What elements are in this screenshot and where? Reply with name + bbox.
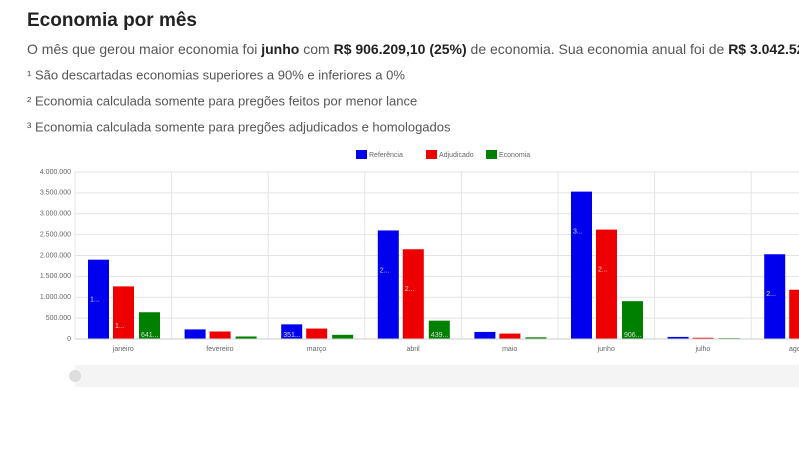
bar <box>377 230 399 339</box>
scrollbar-handle[interactable] <box>69 370 81 382</box>
legend-swatch <box>356 150 367 159</box>
legend-label: Adjudicado <box>439 152 474 159</box>
legend-swatch <box>486 150 497 159</box>
y-tick-label: 3.500.000 <box>40 190 71 197</box>
bar <box>571 191 592 339</box>
bar <box>474 331 496 339</box>
bar <box>596 229 617 339</box>
y-tick-label: 3.000.000 <box>40 211 71 218</box>
y-tick-label: 2.500.000 <box>40 231 71 238</box>
data-label: 2... <box>766 291 776 298</box>
y-tick-label: 0 <box>67 336 71 343</box>
bar <box>88 259 109 339</box>
bar <box>306 328 328 339</box>
y-tick-label: 500.000 <box>46 315 71 322</box>
data-label: 439... <box>431 332 449 339</box>
data-label: 906... <box>624 332 642 339</box>
bar <box>667 336 689 339</box>
data-label: 2... <box>380 267 390 274</box>
bar <box>692 337 714 339</box>
summary-annual: R$ 3.042.521,75 <box>728 41 799 57</box>
bar <box>499 333 521 339</box>
scrollbar-track[interactable] <box>75 365 799 387</box>
x-tick-label: janeiro <box>112 346 134 353</box>
bar <box>428 320 450 339</box>
note: ² Economia calculada somente para pregõe… <box>27 93 417 108</box>
y-tick-label: 4.000.000 <box>40 169 71 176</box>
bar <box>622 301 643 339</box>
x-tick-label: maio <box>502 346 517 353</box>
summary-month: junho <box>260 41 299 57</box>
page-title: Economia por mês <box>27 10 197 31</box>
x-tick-label: agosto <box>789 346 799 353</box>
y-tick-label: 2.000.000 <box>40 252 71 259</box>
bar <box>184 329 206 339</box>
bar <box>332 334 354 339</box>
x-tick-label: julho <box>695 346 711 353</box>
data-label: 1... <box>115 323 125 330</box>
summary-value: R$ 906.209,10 (25%) <box>334 41 467 57</box>
data-label: 2... <box>405 286 415 293</box>
data-label: 1... <box>90 297 100 304</box>
data-label: 641... <box>141 332 159 339</box>
x-tick-label: fevereiro <box>206 346 233 353</box>
data-label: 351... <box>283 332 301 339</box>
bar <box>235 336 257 339</box>
legend-label: Economia <box>499 152 530 159</box>
bar <box>281 324 303 339</box>
bar <box>113 286 134 339</box>
data-label: 3... <box>573 228 583 235</box>
summary-text: O mês que gerou maior economia foi <box>27 41 261 57</box>
legend-label: Referência <box>369 152 403 159</box>
summary-text: de economia. Sua economia anual foi de <box>467 41 729 57</box>
note: ³ Economia calculada somente para pregõe… <box>27 119 451 134</box>
bar <box>209 331 231 339</box>
bar <box>139 312 160 339</box>
legend-swatch <box>426 150 437 159</box>
data-label: 2... <box>598 266 608 273</box>
summary-text: com <box>299 41 333 57</box>
x-tick-label: abril <box>406 346 420 353</box>
x-tick-label: junho <box>597 346 615 353</box>
y-tick-label: 1.000.000 <box>40 294 71 301</box>
x-tick-label: março <box>307 346 327 353</box>
summary: O mês que gerou maior economia foi junho… <box>27 41 799 57</box>
bar <box>789 289 799 339</box>
y-tick-label: 1.500.000 <box>40 273 71 280</box>
bar <box>764 254 786 339</box>
bar <box>525 337 547 339</box>
bar <box>402 249 424 339</box>
note: ¹ São descartadas economias superiores a… <box>27 67 405 82</box>
